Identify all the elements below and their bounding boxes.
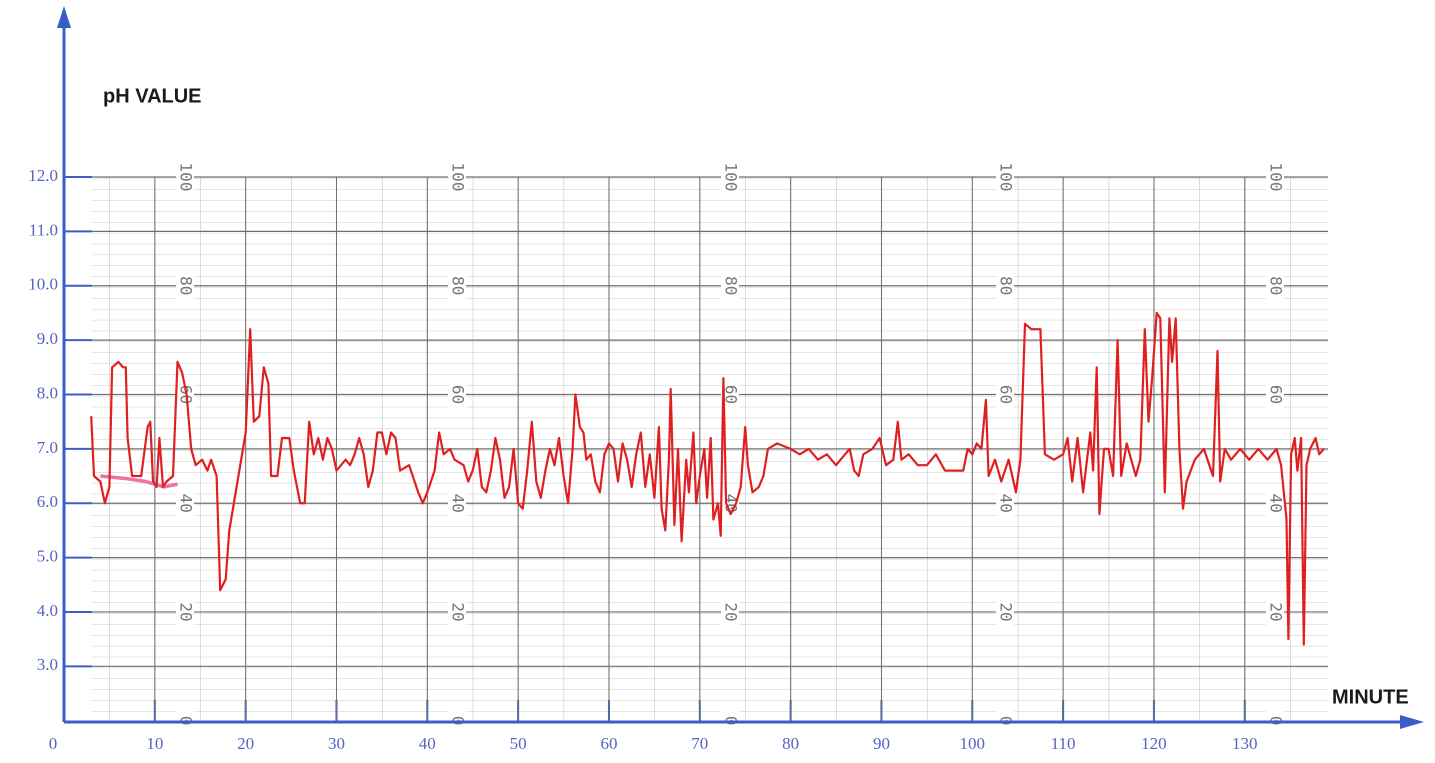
paper-label-bg [1266,597,1284,626]
paper-scale-label: 20 [722,602,741,621]
y-tick-label: 8.0 [37,383,58,402]
x-tick-label: 120 [1141,734,1167,753]
paper-scale-label: 100 [449,163,468,192]
grid: 3.0 4.0 5.0 6.0 7.0 8.0 9.0 10.0 11.0 12.0 0 10 20 30… [28,163,1328,753]
paper-label-bg [448,597,466,626]
paper-scale-label: 100 [177,163,196,192]
x-tick-label: 50 [510,734,527,753]
paper-scale-label: 100 [997,163,1016,192]
y-axis-label: pH VALUE [103,85,202,107]
paper-scale-label: 20 [1267,602,1286,621]
paper-scale-label: 20 [997,602,1016,621]
y-tick-label: 7.0 [37,438,58,457]
paper-label-bg [996,597,1014,626]
y-tick-label: 11.0 [29,220,58,239]
paper-label-bg [1266,489,1284,518]
y-tick-label: 9.0 [37,329,58,348]
paper-label-bg [996,163,1014,191]
paper-scale-label: 40 [177,494,196,513]
y-tick-label: 12.0 [28,166,58,185]
paper-scale-label: 80 [1267,276,1286,295]
ph-trace [100,474,178,489]
y-tick-label: 6.0 [37,492,58,511]
x-tick-label: 130 [1232,734,1258,753]
paper-label-bg [996,489,1014,518]
paper-scale-label: 20 [177,602,196,621]
paper-label-bg [721,271,739,300]
x-tick-label: 20 [237,734,254,753]
x-tick-label: 40 [419,734,436,753]
x-tick-label: 60 [600,734,617,753]
paper-label-bg [721,597,739,626]
paper-scale-label: 40 [997,494,1016,513]
x-tick-label: 70 [691,734,708,753]
paper-label-bg [1266,163,1284,191]
paper-label-bg [448,380,466,409]
y-tick-label: 5.0 [37,546,58,565]
paper-label-bg [996,380,1014,409]
x-axis-label: MINUTE [1332,686,1409,708]
paper-label-bg [721,380,739,409]
paper-scale-label: 100 [722,163,741,192]
y-tick-label: 3.0 [37,655,58,674]
paper-label-bg [176,380,194,409]
paper-label-bg [721,163,739,191]
paper-label-bg [996,271,1014,300]
ph-trace [90,311,1325,646]
paper-scale-label: 80 [997,276,1016,295]
paper-label-bg [176,489,194,518]
x-tick-label: 10 [146,734,163,753]
paper-scale-label: 40 [1267,494,1286,513]
paper-scale-label: 100 [1267,163,1286,192]
paper-label-bg [1266,271,1284,300]
paper-label-bg [176,271,194,300]
paper-label-bg [176,163,194,191]
y-axis-arrow [57,6,71,28]
paper-label-bg [448,163,466,191]
x-tick-label: 0 [49,734,58,753]
paper-scale-label: 60 [1267,385,1286,404]
x-axis-arrow [1400,715,1424,729]
x-tick-label: 80 [782,734,799,753]
paper-scale-label: 80 [722,276,741,295]
x-tick-label: 110 [1051,734,1076,753]
y-tick-label: 10.0 [28,275,58,294]
paper-scale-label: 40 [449,494,468,513]
paper-label-bg [448,489,466,518]
paper-scale-label: 80 [449,276,468,295]
y-tick-label: 4.0 [37,601,58,620]
paper-scale-label: 60 [722,385,741,404]
paper-scale-label: 60 [997,385,1016,404]
marks [90,311,1325,646]
x-tick-label: 30 [328,734,345,753]
x-tick-label: 100 [960,734,986,753]
paper-label-bg [1266,380,1284,409]
paper-label-bg [176,597,194,626]
paper-scale-label: 20 [449,602,468,621]
x-tick-label: 90 [873,734,890,753]
paper-scale-label: 80 [177,276,196,295]
paper-label-bg [448,271,466,300]
paper-scale-label: 60 [449,385,468,404]
